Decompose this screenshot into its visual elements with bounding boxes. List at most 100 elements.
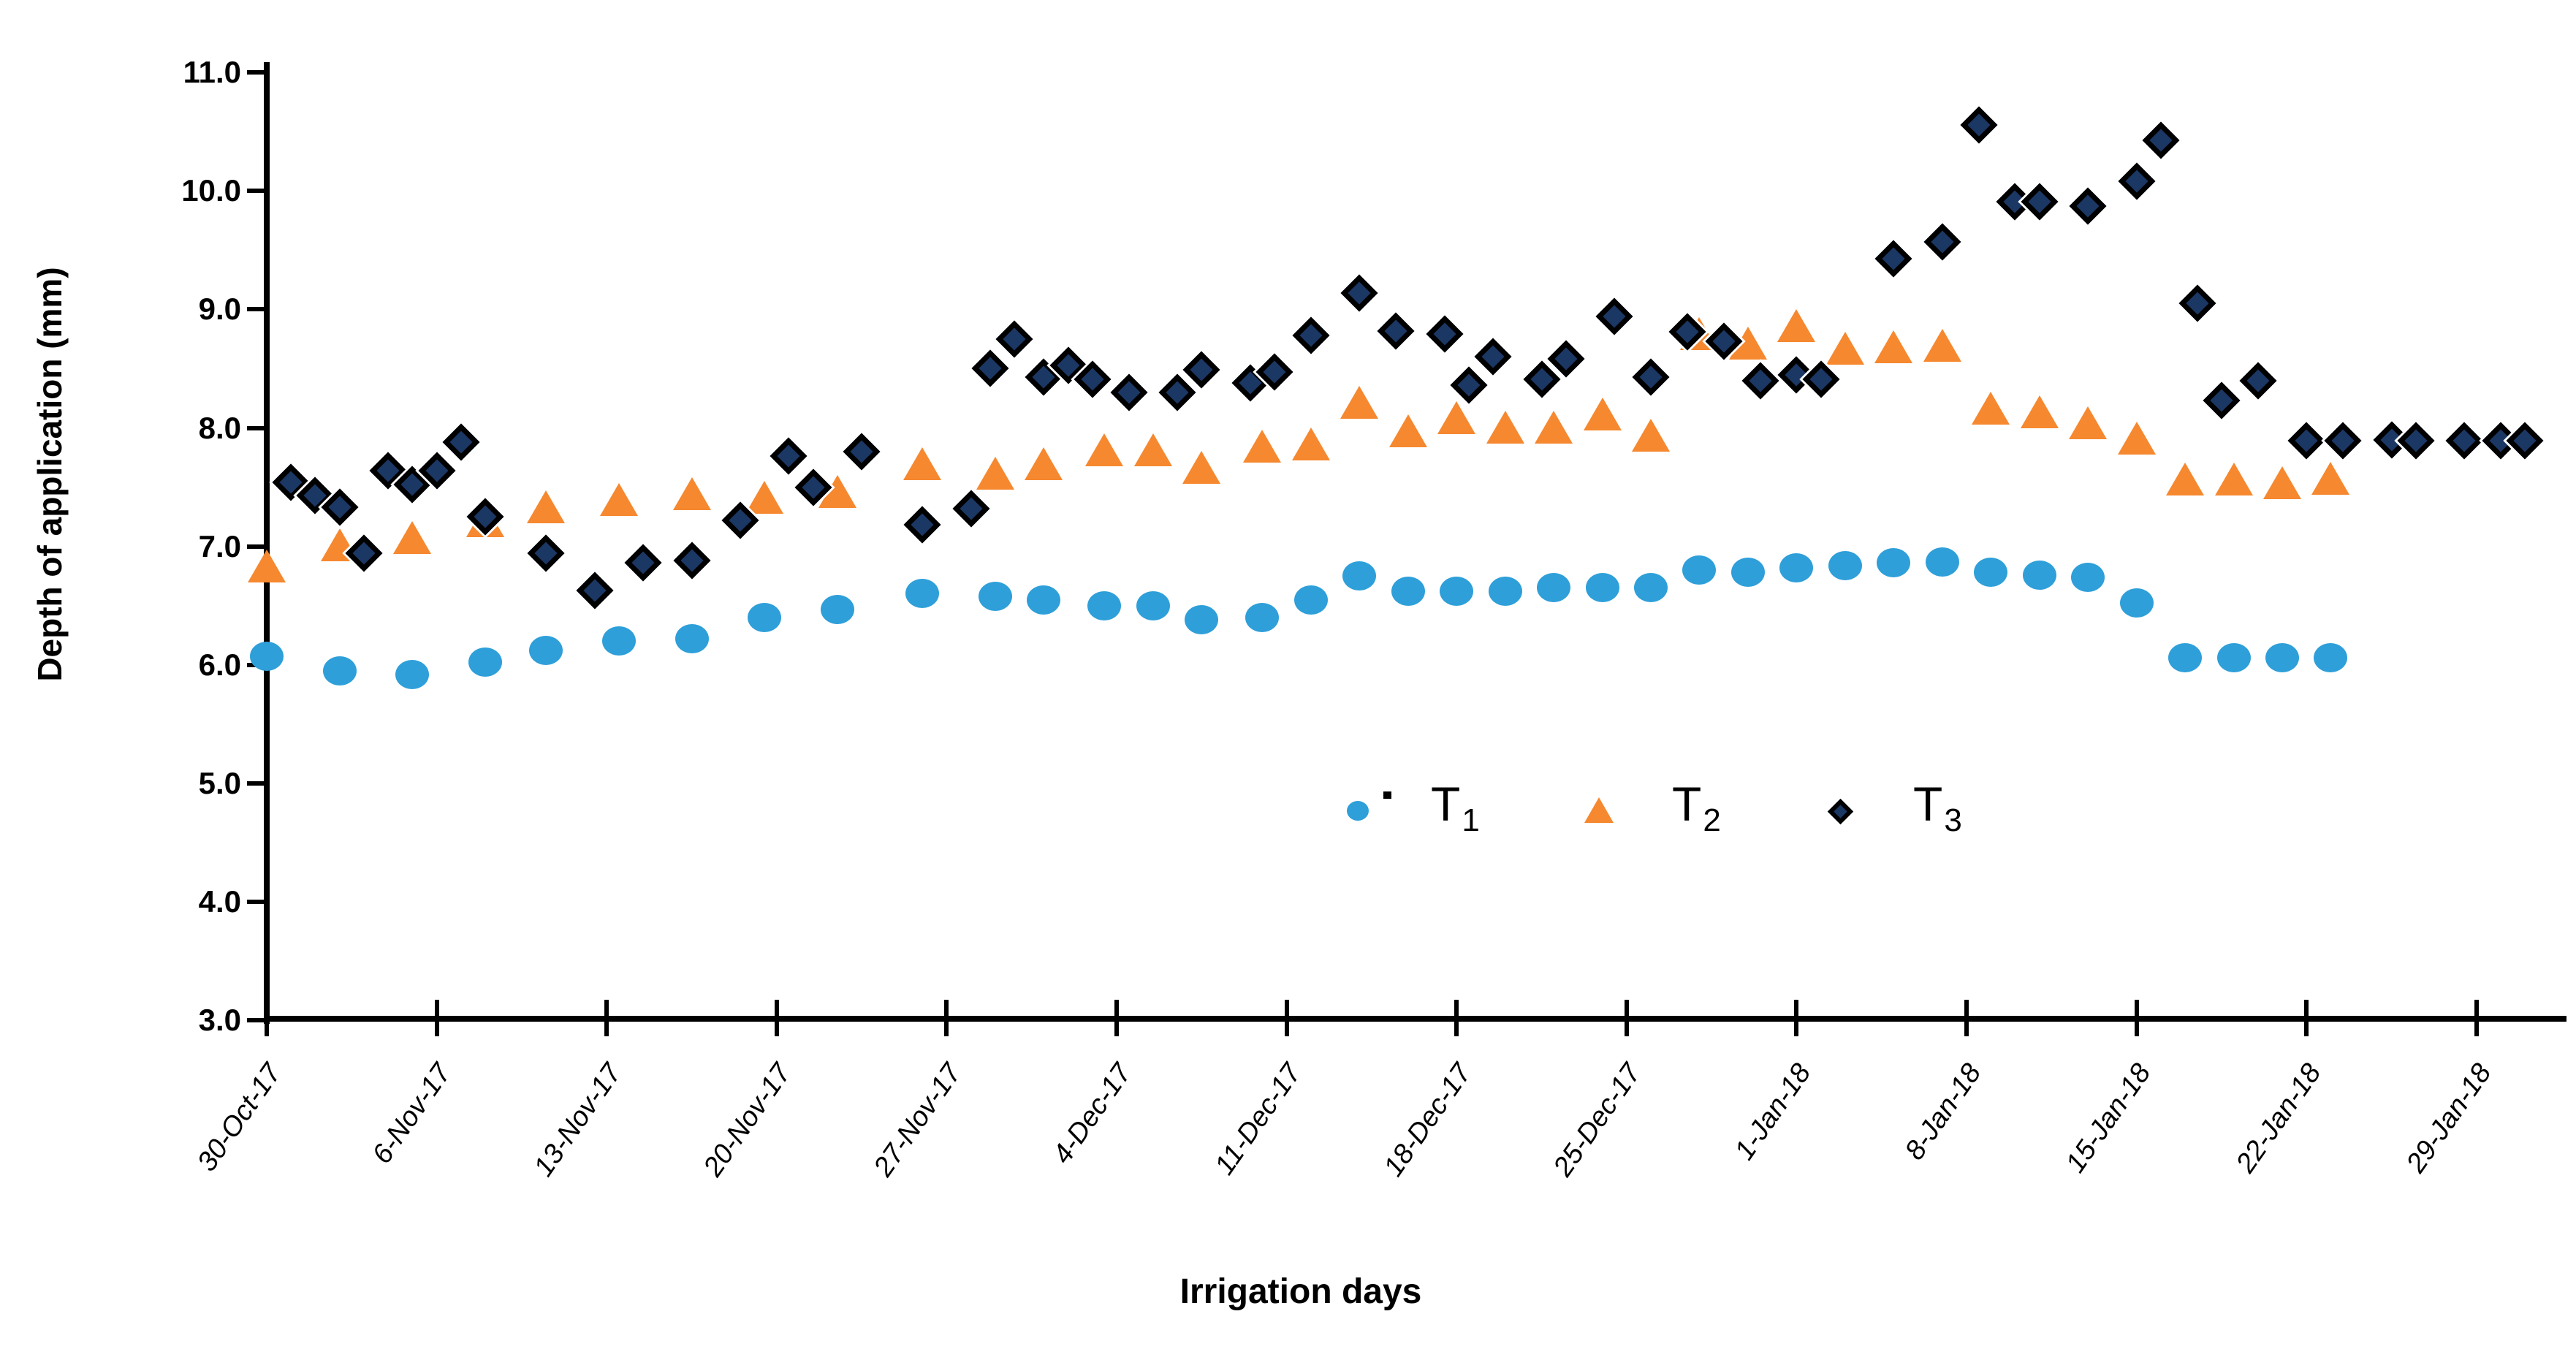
legend-label-t2: T2 <box>1672 777 1721 838</box>
data-point-t3 <box>2203 381 2241 419</box>
data-point-t1 <box>1293 585 1328 615</box>
data-point-t1 <box>1185 605 1219 635</box>
x-tick <box>774 1000 779 1036</box>
data-point-t3 <box>2142 121 2180 159</box>
data-point-t1 <box>322 656 357 686</box>
data-point-t2 <box>1388 414 1427 447</box>
legend-marker-triangle <box>1584 797 1614 823</box>
data-point-t1 <box>395 659 430 689</box>
y-axis-title: Depth of application (mm) <box>31 267 69 682</box>
data-point-t2 <box>1437 401 1476 435</box>
data-point-t1 <box>1391 577 1425 607</box>
x-tick-label: 18-Dec-17 <box>1378 1058 1478 1182</box>
data-point-t3 <box>1158 373 1196 411</box>
data-point-t3 <box>1802 360 1840 398</box>
y-tick <box>247 425 267 430</box>
y-tick-label: 7.0 <box>198 528 241 563</box>
y-tick-label: 10.0 <box>181 173 241 208</box>
y-tick <box>247 899 267 904</box>
data-point-t1 <box>529 636 563 666</box>
data-point-t1 <box>1537 573 1571 603</box>
x-tick-label: 1-Jan-18 <box>1729 1058 1817 1166</box>
data-point-t3 <box>1632 358 1670 396</box>
data-point-t1 <box>1585 573 1619 603</box>
data-point-t3 <box>673 542 710 580</box>
data-point-t2 <box>1340 386 1379 419</box>
y-tick <box>247 781 267 786</box>
x-tick-label: 6-Nov-17 <box>366 1058 458 1170</box>
data-point-t2 <box>976 457 1014 490</box>
legend-label-t3: T3 <box>1913 777 1962 838</box>
x-tick <box>1964 1000 1969 1036</box>
data-point-t3 <box>1292 316 1330 354</box>
y-tick-label: 5.0 <box>198 765 241 800</box>
data-point-t3 <box>2324 422 2362 460</box>
x-tick-label: 27-Nov-17 <box>867 1058 968 1182</box>
y-axis-line <box>264 62 270 1024</box>
data-point-t1 <box>1440 577 1474 607</box>
legend-marker-diamond <box>1827 798 1854 825</box>
data-point-t3 <box>624 544 662 582</box>
data-point-t2 <box>1486 411 1524 444</box>
x-tick <box>1794 1000 1799 1036</box>
data-point-t2 <box>1972 392 2010 425</box>
data-point-t3 <box>1960 106 1998 143</box>
data-point-t1 <box>748 602 782 632</box>
data-point-t1 <box>601 626 636 656</box>
y-tick-label: 11.0 <box>183 55 241 90</box>
data-point-t3 <box>1474 338 1512 376</box>
data-point-t1 <box>905 579 940 609</box>
data-point-t3 <box>1110 373 1148 411</box>
data-point-t2 <box>1182 451 1221 485</box>
data-point-t3 <box>995 320 1033 358</box>
y-tick-label: 4.0 <box>198 884 241 919</box>
data-point-t3 <box>1450 366 1488 404</box>
data-point-t3 <box>1340 274 1378 312</box>
x-tick <box>265 1000 269 1036</box>
data-point-t1 <box>2168 642 2203 672</box>
data-point-t1 <box>2119 588 2154 618</box>
x-tick-label: 29-Jan-18 <box>2400 1058 2498 1179</box>
data-point-t2 <box>2117 421 2156 455</box>
data-point-t1 <box>2216 642 2251 672</box>
data-point-t2 <box>2069 406 2108 439</box>
x-tick <box>2304 1000 2309 1036</box>
data-point-t1 <box>1828 550 1862 580</box>
y-tick <box>247 1018 267 1022</box>
data-point-t3 <box>1377 312 1415 350</box>
data-point-t2 <box>1243 430 1282 463</box>
data-point-t1 <box>2022 560 2056 590</box>
data-point-t2 <box>1583 398 1622 431</box>
data-point-t3 <box>2287 422 2325 460</box>
data-point-t2 <box>599 483 638 516</box>
data-point-t1 <box>250 642 284 672</box>
data-point-t1 <box>1136 590 1170 620</box>
data-point-t2 <box>2020 395 2059 429</box>
data-point-t3 <box>2069 187 2107 225</box>
y-tick-label: 8.0 <box>198 410 241 445</box>
data-point-t1 <box>2314 642 2348 672</box>
data-point-t2 <box>248 549 286 582</box>
data-point-t2 <box>672 476 711 510</box>
data-point-t2 <box>1535 411 1573 444</box>
data-point-t1 <box>1027 585 1061 615</box>
data-point-t3 <box>1874 240 1912 278</box>
data-point-t1 <box>1730 558 1765 588</box>
x-tick <box>944 1000 949 1036</box>
x-tick-label: 20-Nov-17 <box>698 1058 798 1182</box>
x-tick-label: 8-Jan-18 <box>1899 1058 1988 1166</box>
data-point-t3 <box>2021 183 2059 221</box>
y-tick-label: 6.0 <box>198 647 241 682</box>
data-point-t2 <box>1874 330 1913 363</box>
data-point-t2 <box>393 520 432 554</box>
data-point-t2 <box>1085 433 1124 466</box>
data-point-t1 <box>1342 561 1377 591</box>
data-point-t1 <box>1488 577 1522 607</box>
x-tick-label: 4-Dec-17 <box>1046 1058 1138 1170</box>
x-tick <box>1284 1000 1289 1036</box>
data-point-t3 <box>2239 362 2277 400</box>
data-point-t3 <box>2397 422 2435 460</box>
data-point-t3 <box>1182 351 1220 389</box>
legend-stray-dot <box>1383 791 1391 799</box>
